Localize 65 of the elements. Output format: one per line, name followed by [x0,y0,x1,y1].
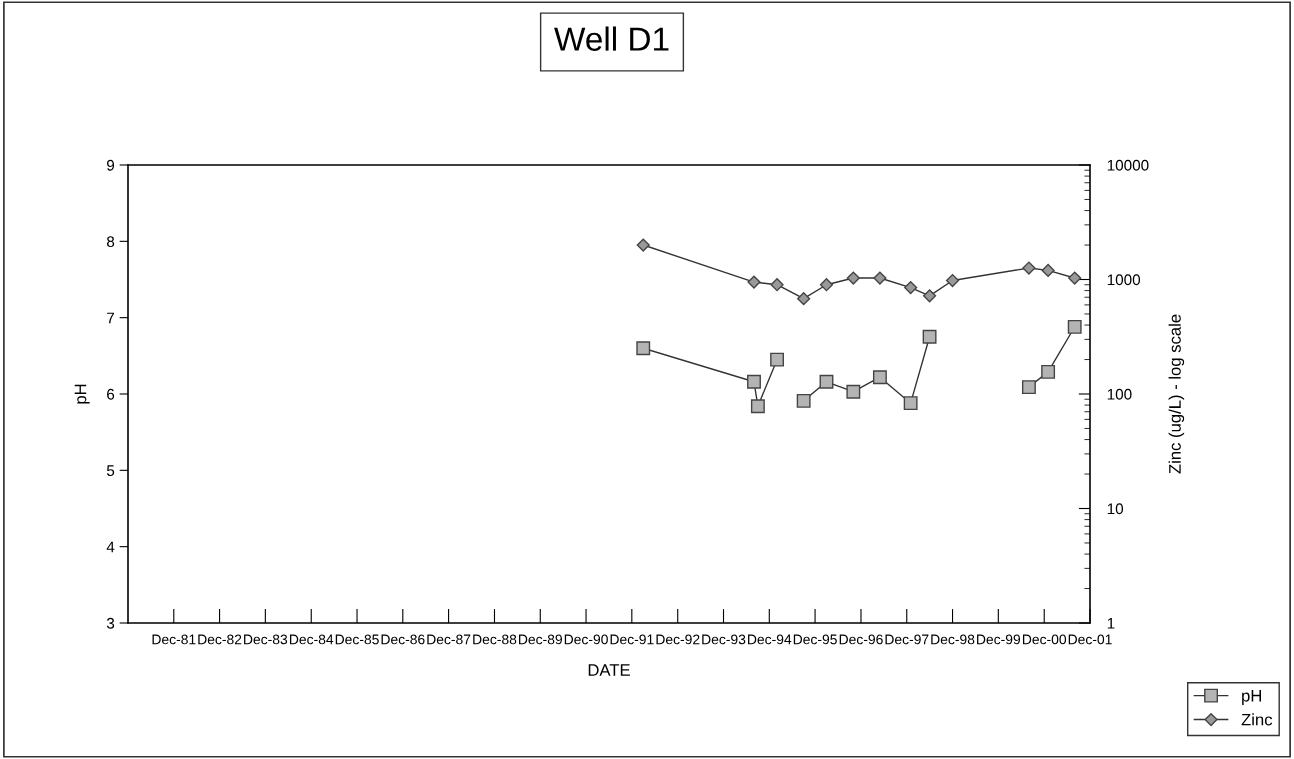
point [1021,380,1036,395]
point [846,384,861,399]
y-tick-label: 6 [107,388,115,400]
y2-tick-label: 1 [1107,618,1115,629]
point [770,352,785,367]
point [1067,319,1082,334]
x-tick-label: Dec-91 [610,634,654,645]
point [819,374,834,389]
x-tick-label: Dec-98 [931,634,975,645]
y-tick-label: 9 [107,159,115,171]
x-tick-label: Dec-84 [290,634,334,645]
legend-label: Zinc [1241,713,1273,726]
point [747,374,761,389]
x-tick-label: Dec-97 [885,634,929,645]
point [796,393,811,408]
x-tick-label: Dec-83 [244,634,288,645]
x-tick-label: Dec-88 [473,634,517,645]
x-tick-label: Dec-93 [702,634,746,645]
point [872,370,887,385]
point [770,278,784,292]
y2-tick-label: 1000 [1107,274,1141,286]
y2-tick-label: 10 [1107,503,1124,515]
x-tick-label: Dec-85 [335,634,379,645]
x-tick-label: Dec-96 [839,634,883,645]
point [945,273,960,288]
point [873,271,887,285]
y-tick-label: 4 [106,541,115,553]
point [1041,263,1055,278]
chart-title: Well D1 [554,26,669,51]
x-tick-label: Dec-01 [1068,634,1112,645]
point [903,396,918,411]
y2-axis-title: Zinc (ug/L) - log scale [1168,314,1185,474]
point [636,341,651,356]
x-tick-label: Dec-94 [748,634,792,645]
point [846,271,860,285]
y-tick-label: 3 [106,617,115,629]
y-tick-label: 5 [106,465,115,477]
y-tick-label: 7 [107,312,115,324]
x-tick-label: Dec-92 [656,634,700,645]
point [1022,261,1036,275]
y2-tick-label: 100 [1107,388,1132,400]
x-tick-label: Dec-82 [198,634,242,645]
point [922,289,937,303]
y-tick-label: 8 [106,236,115,248]
x-tick-label: Dec-95 [793,634,837,645]
point [747,275,761,289]
point [797,292,811,306]
legend-label: pH [1242,690,1261,705]
x-tick-label: Dec-81 [152,634,196,645]
x-tick-label: Dec-89 [519,634,562,645]
point [819,278,834,292]
point [904,280,918,295]
x-tick-label: Dec-99 [977,634,1021,645]
point [1068,271,1082,285]
x-tick-label: Dec-90 [564,634,608,645]
y-axis-title: pH [74,384,90,404]
point [636,238,650,252]
x-tick-label: Dec-87 [427,634,471,645]
y2-tick-label: 10000 [1107,159,1149,171]
x-tick-label: Dec-00 [1022,634,1067,645]
point [1041,364,1056,379]
x-axis-title: DATE [588,664,630,676]
point [922,329,937,344]
point [750,399,765,414]
x-tick-label: Dec-86 [381,634,425,645]
